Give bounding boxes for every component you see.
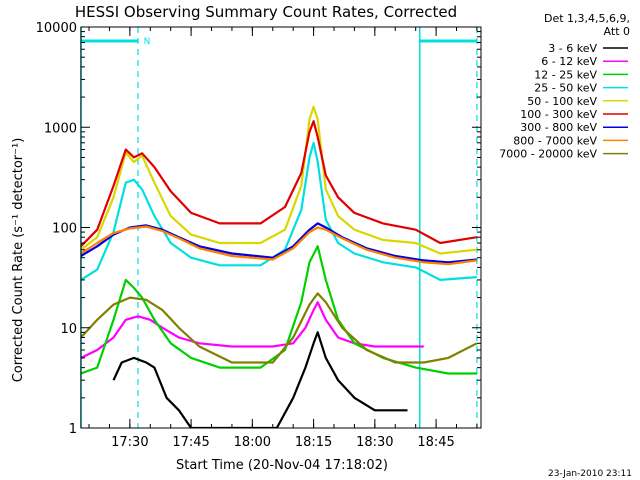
series-layer [81, 107, 477, 428]
footer-date: 23-Jan-2010 23:11 [548, 469, 632, 479]
x-tick-label: 17:45 [172, 435, 209, 450]
axes: 1 10 100 1000 10000 17:30 17:45 18:00 18:15 18:30… [36, 21, 481, 450]
y-tick-label: 10 [60, 322, 77, 337]
legend-label-2: 6 - 12 keV [541, 55, 597, 68]
legend-label-8: 800 - 7000 keV [513, 134, 597, 147]
chart-title: HESSI Observing Summary Count Rates, Cor… [75, 3, 457, 21]
series-line-9 [81, 293, 477, 362]
legend-label-3: 12 - 25 keV [534, 68, 597, 81]
y-axis-label: Corrected Count Rate (s⁻¹ detector⁻¹) [11, 138, 26, 383]
x-axis-label: Start Time (20-Nov-04 17:18:02) [176, 458, 388, 473]
y-tick-label: 100 [52, 222, 77, 237]
x-tick-label: 18:45 [417, 435, 454, 450]
y-tick-label: 1 [69, 422, 77, 437]
legend-label-1: 3 - 6 keV [548, 42, 597, 55]
legend-header: Att 0 [604, 25, 630, 38]
legend-label-9: 7000 - 20000 keV [499, 148, 597, 161]
x-tick-label: 17:30 [111, 435, 148, 450]
legend-label-4: 25 - 50 keV [534, 82, 597, 95]
x-tick-label: 18:30 [356, 435, 393, 450]
legend-label-6: 100 - 300 keV [520, 108, 597, 121]
y-tick-label: 10000 [36, 21, 77, 36]
legend-label-7: 300 - 800 keV [520, 121, 597, 134]
x-tick-label: 18:15 [295, 435, 332, 450]
night-label: N [144, 37, 151, 47]
legend-label-5: 50 - 100 keV [527, 95, 597, 108]
y-tick-label: 1000 [44, 121, 77, 136]
series-line-2 [81, 302, 424, 358]
x-tick-label: 18:00 [234, 435, 271, 450]
legend-header: Det 1,3,4,5,6,9, [544, 12, 630, 25]
